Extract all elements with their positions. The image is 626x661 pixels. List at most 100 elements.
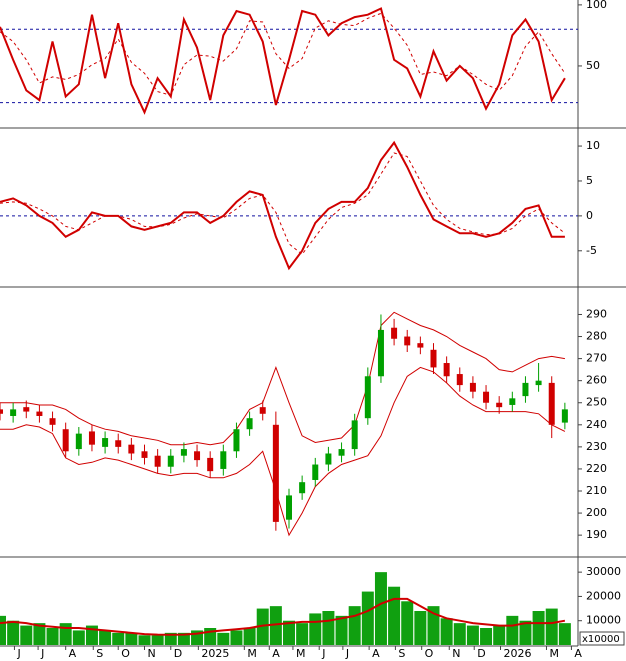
y-tick-label: 210 [586,484,607,497]
volume-bar [33,623,46,645]
volume-bar [99,630,112,645]
x-tick-label: O [121,647,130,660]
volume-bar [46,628,59,645]
x-tick-label: D [174,647,182,660]
volume-bar [243,628,256,645]
candle-body [0,409,3,414]
x-tick-label: A [574,647,582,660]
x-tick-label: A [372,647,380,660]
candle-body [325,453,332,465]
volume-bar [164,632,177,645]
candle-body [141,451,148,458]
candle-body [377,329,384,377]
y-tick-label: 30000 [586,565,621,578]
candle-body [338,449,345,456]
volume-bar [177,632,190,645]
x-tick-label: M [549,647,559,660]
y-tick-label: 270 [586,352,607,365]
x-tick-label: O [425,647,434,660]
candle-body [167,455,174,467]
x-tick-label: N [452,647,460,660]
candle-body [469,382,476,392]
y-tick-label: 200 [586,506,607,519]
volume-bar [256,608,269,645]
y-tick-label: 10 [586,139,600,152]
y-tick-label: 0 [586,209,593,222]
x-tick-label: 2026 [503,647,531,660]
candle-body [286,495,292,520]
candle-body [312,464,319,480]
candle-body [404,336,411,346]
x-tick-label: N [148,647,156,660]
candle-body [88,431,95,445]
volume-bar [374,572,387,645]
candle-body [23,407,30,412]
series-line [0,152,566,256]
candle-body [180,449,187,456]
volume-bar [427,606,440,645]
volume-bar [480,628,493,645]
series-line [0,140,565,271]
volume-bar [217,632,230,645]
volume-bar [466,625,479,645]
candle-body [10,409,17,416]
candle-body [548,382,555,425]
series-line [0,366,566,537]
candle-body [154,455,161,467]
candle-body [36,411,43,416]
candle-body [75,433,82,450]
x-tick-label: A [272,647,280,660]
y-tick-label: 5 [586,174,593,187]
volume-bar [361,591,374,645]
x-tick-label: 2025 [201,647,229,660]
candle-body [391,327,398,339]
volume-bar [493,625,506,645]
candle-body [259,407,266,414]
candle-body [272,424,279,522]
x-tick-label: S [398,647,405,660]
y-tick-label: 50 [586,59,600,72]
candle-body [535,380,542,386]
candle-body [496,402,503,408]
x-tick-label: M [247,647,257,660]
x-tick-label: J [40,647,44,660]
x-tick-label: M [296,647,306,660]
series-line [0,597,566,636]
candle-body [233,429,240,452]
volume-bar [453,623,466,645]
x-tick-label: J [16,647,20,660]
volume-bar [322,611,335,645]
y-tick-label: 250 [586,396,607,409]
unit-label: x10000 [582,634,620,645]
volume-bar [440,618,453,645]
x-tick-label: D [477,647,485,660]
volume-bar [532,611,545,645]
y-tick-label: 190 [586,528,607,541]
volume-bar [335,615,348,645]
y-tick-label: -5 [586,244,597,257]
volume-bar [558,623,571,645]
volume-bar [348,606,361,645]
candle-body [417,343,424,348]
volume-bar [138,635,151,645]
volume-bar [296,623,309,645]
candle-body [522,382,529,397]
x-tick-label: S [96,647,103,660]
volume-bar [112,632,125,645]
y-tick-label: 230 [586,440,607,453]
candle-body [509,398,516,405]
volume-bar [283,620,295,645]
y-tick-label: 100 [586,0,607,11]
volume-bar [72,630,85,645]
y-tick-label: 260 [586,374,607,387]
y-tick-label: 280 [586,330,607,343]
series-line [0,311,565,446]
volume-bar [519,620,532,645]
volume-bar [506,615,519,645]
candle-body [351,420,358,450]
y-tick-label: 240 [586,418,607,431]
candle-body [430,349,437,368]
y-tick-label: 20000 [586,589,621,602]
